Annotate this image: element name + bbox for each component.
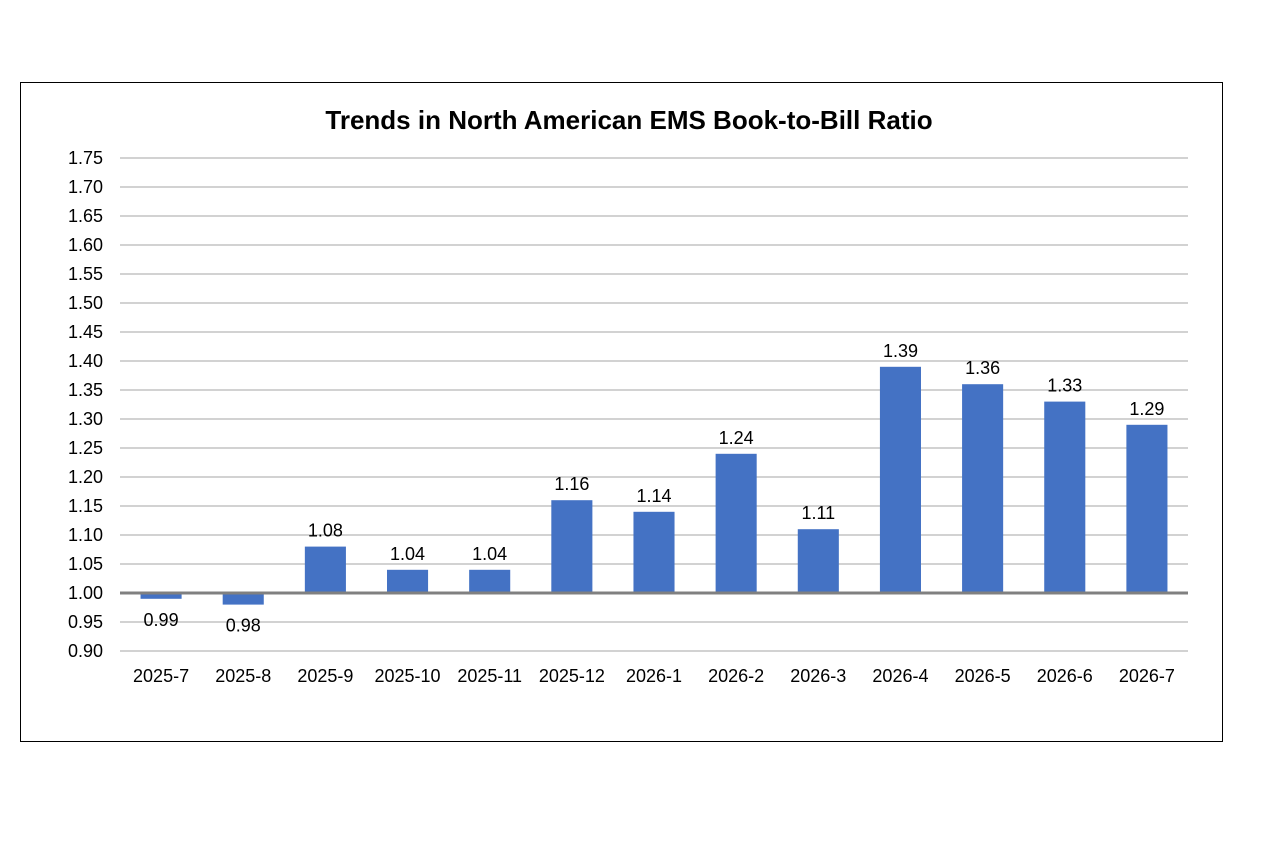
data-label: 1.11 [801, 503, 835, 523]
y-tick-label: 1.75 [68, 148, 103, 168]
x-tick-label: 2025-11 [457, 666, 522, 686]
x-tick-label: 2025-8 [215, 666, 271, 686]
bar-2025-12 [551, 500, 593, 593]
data-label: 1.36 [965, 358, 1000, 378]
y-tick-label: 1.50 [68, 293, 103, 313]
chart-frame: Trends in North American EMS Book-to-Bil… [20, 82, 1223, 742]
y-tick-label: 1.60 [68, 235, 103, 255]
bar-2025-9 [304, 546, 346, 593]
x-tick-label: 2026-7 [1119, 666, 1175, 686]
x-tick-label: 2026-3 [790, 666, 846, 686]
bar-2026-7 [1126, 424, 1168, 593]
chart-title: Trends in North American EMS Book-to-Bil… [325, 105, 932, 135]
chart-svg: Trends in North American EMS Book-to-Bil… [68, 105, 1188, 686]
x-tick-label: 2026-6 [1037, 666, 1093, 686]
x-tick-label: 2026-5 [955, 666, 1011, 686]
bar-2026-5 [962, 384, 1004, 593]
x-tick-label: 2026-1 [626, 666, 682, 686]
bar-2026-3 [797, 529, 839, 593]
data-label: 1.04 [390, 544, 425, 564]
data-label: 1.14 [636, 486, 671, 506]
data-label: 1.29 [1129, 399, 1164, 419]
y-tick-label: 1.10 [68, 525, 103, 545]
y-tick-label: 1.55 [68, 264, 103, 284]
y-tick-label: 1.40 [68, 351, 103, 371]
data-label: 1.16 [554, 474, 589, 494]
x-tick-label: 2025-10 [375, 666, 441, 686]
data-label: 1.04 [472, 544, 507, 564]
y-tick-label: 1.00 [68, 583, 103, 603]
bar-2025-11 [469, 569, 511, 593]
y-tick-label: 1.65 [68, 206, 103, 226]
y-tick-label: 1.20 [68, 467, 103, 487]
bar-2026-6 [1044, 401, 1086, 593]
bars-layer [140, 366, 1168, 605]
data-label: 0.98 [226, 616, 261, 636]
y-tick-label: 1.70 [68, 177, 103, 197]
bar-2025-10 [387, 569, 429, 593]
data-label: 1.39 [883, 341, 918, 361]
y-tick-label: 0.90 [68, 641, 103, 661]
y-tick-label: 1.30 [68, 409, 103, 429]
data-label: 1.08 [308, 521, 343, 541]
data-label: 1.33 [1047, 376, 1082, 396]
y-tick-label: 0.95 [68, 612, 103, 632]
bar-2026-2 [715, 453, 757, 593]
y-axis-ticks: 0.90 0.95 1.00 1.05 1.10 1.15 1.20 1.25 1.30 1.35… [68, 148, 103, 661]
x-tick-label: 2025-9 [297, 666, 353, 686]
bar-2026-4 [879, 366, 921, 593]
bar-2025-7 [140, 593, 182, 599]
x-tick-label: 2026-4 [872, 666, 928, 686]
y-tick-label: 1.05 [68, 554, 103, 574]
y-tick-label: 1.25 [68, 438, 103, 458]
data-label: 1.24 [719, 428, 754, 448]
bar-2025-8 [222, 593, 264, 605]
y-tick-label: 1.15 [68, 496, 103, 516]
x-tick-label: 2025-12 [539, 666, 605, 686]
bar-2026-1 [633, 511, 675, 593]
y-tick-label: 1.35 [68, 380, 103, 400]
x-tick-label: 2025-7 [133, 666, 189, 686]
grid-layer [120, 157, 1188, 652]
data-labels-layer: 0.99 0.98 1.08 1.04 1.04 1.16 1.14 1.24 1.11 1.39… [144, 341, 1165, 636]
x-tick-label: 2026-2 [708, 666, 764, 686]
y-tick-label: 1.45 [68, 322, 103, 342]
x-axis-ticks: 2025-7 2025-8 2025-9 2025-10 2025-11 2025-12 2… [133, 666, 1175, 686]
data-label: 0.99 [144, 610, 179, 630]
